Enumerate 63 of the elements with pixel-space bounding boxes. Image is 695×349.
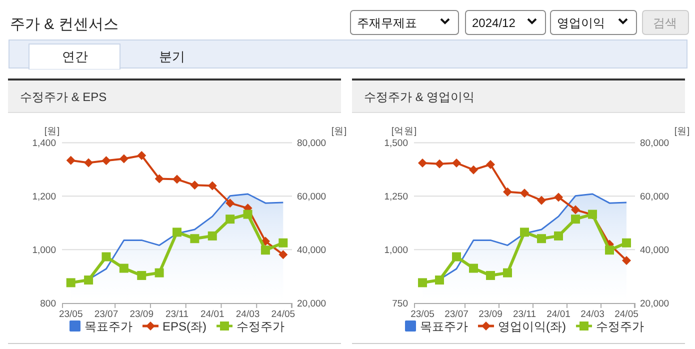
x-tick-label: 24/03 xyxy=(580,309,604,320)
x-tick-label: 24/05 xyxy=(614,309,638,320)
chart-title: 수정주가 & 영업이익 xyxy=(364,90,475,104)
x-tick-label: 24/01 xyxy=(200,309,224,320)
legend-label: EPS(좌) xyxy=(162,320,207,334)
point xyxy=(172,174,182,184)
y-axis-title: [원] xyxy=(44,126,60,137)
chart-title: 수정주가 & EPS xyxy=(20,90,107,104)
point xyxy=(486,160,495,169)
y-tick-label: 1,000 xyxy=(32,245,56,256)
x-tick-label: 23/09 xyxy=(130,309,154,320)
y2-tick-label: 20,000 xyxy=(640,298,670,310)
y2-tick-label: 60,000 xyxy=(640,192,670,203)
text: 주가 & 컨센서스 xyxy=(10,16,118,33)
x-tick-label: 24/05 xyxy=(271,309,296,320)
y2-tick-label: 20,000 xyxy=(297,298,326,310)
y-tick-label: 1,000 xyxy=(384,245,408,256)
point xyxy=(102,156,111,166)
point xyxy=(469,165,478,174)
point xyxy=(435,159,444,168)
text: 2024/12 xyxy=(472,16,516,30)
x-tick-label: 24/01 xyxy=(546,309,570,320)
text: 주재무제표 xyxy=(357,16,417,30)
y2-tick-label: 80,000 xyxy=(297,138,326,150)
y-tick-label: 800 xyxy=(40,298,56,310)
x-tick-label: 23/07 xyxy=(444,309,468,320)
y-tick-label: 750 xyxy=(392,298,408,310)
legend-label: 영업이익(좌) xyxy=(498,320,566,334)
x-tick-label: 23/11 xyxy=(512,309,536,320)
point xyxy=(119,154,128,164)
x-tick-label: 23/05 xyxy=(58,309,83,320)
y-tick-label: 1,250 xyxy=(384,192,408,203)
point xyxy=(137,151,146,160)
y2-axis-title: [원] xyxy=(674,126,690,137)
point xyxy=(84,158,94,168)
text: 영업이익 xyxy=(557,16,605,30)
y-tick-label: 1,500 xyxy=(384,138,408,150)
legend-label: 수정주가 xyxy=(236,320,285,334)
y2-tick-label: 40,000 xyxy=(297,245,326,256)
point xyxy=(452,158,461,168)
text: 검색 xyxy=(653,16,677,30)
y-tick-label: 1,400 xyxy=(32,138,56,150)
point xyxy=(154,174,164,184)
point xyxy=(66,156,76,165)
y2-tick-label: 40,000 xyxy=(640,245,670,256)
y-axis-title: [억원] xyxy=(391,126,417,137)
text: 연간 xyxy=(62,49,88,64)
y2-axis-title: [원] xyxy=(331,126,347,137)
legend-label: 목표주가 xyxy=(84,320,132,334)
legend-label: 목표주가 xyxy=(420,320,468,334)
legend-label: 수정주가 xyxy=(596,320,644,334)
point xyxy=(208,181,217,190)
y2-tick-label: 60,000 xyxy=(297,192,326,203)
y2-tick-label: 80,000 xyxy=(640,138,670,150)
point xyxy=(190,180,200,190)
x-tick-label: 23/11 xyxy=(165,309,189,320)
x-tick-label: 24/03 xyxy=(236,309,260,320)
point xyxy=(418,158,427,168)
x-tick-label: 23/09 xyxy=(478,309,502,320)
x-tick-label: 23/05 xyxy=(410,309,434,320)
y-tick-label: 1,200 xyxy=(32,192,56,203)
text: 분기 xyxy=(159,49,185,64)
x-tick-label: 23/07 xyxy=(94,309,118,320)
